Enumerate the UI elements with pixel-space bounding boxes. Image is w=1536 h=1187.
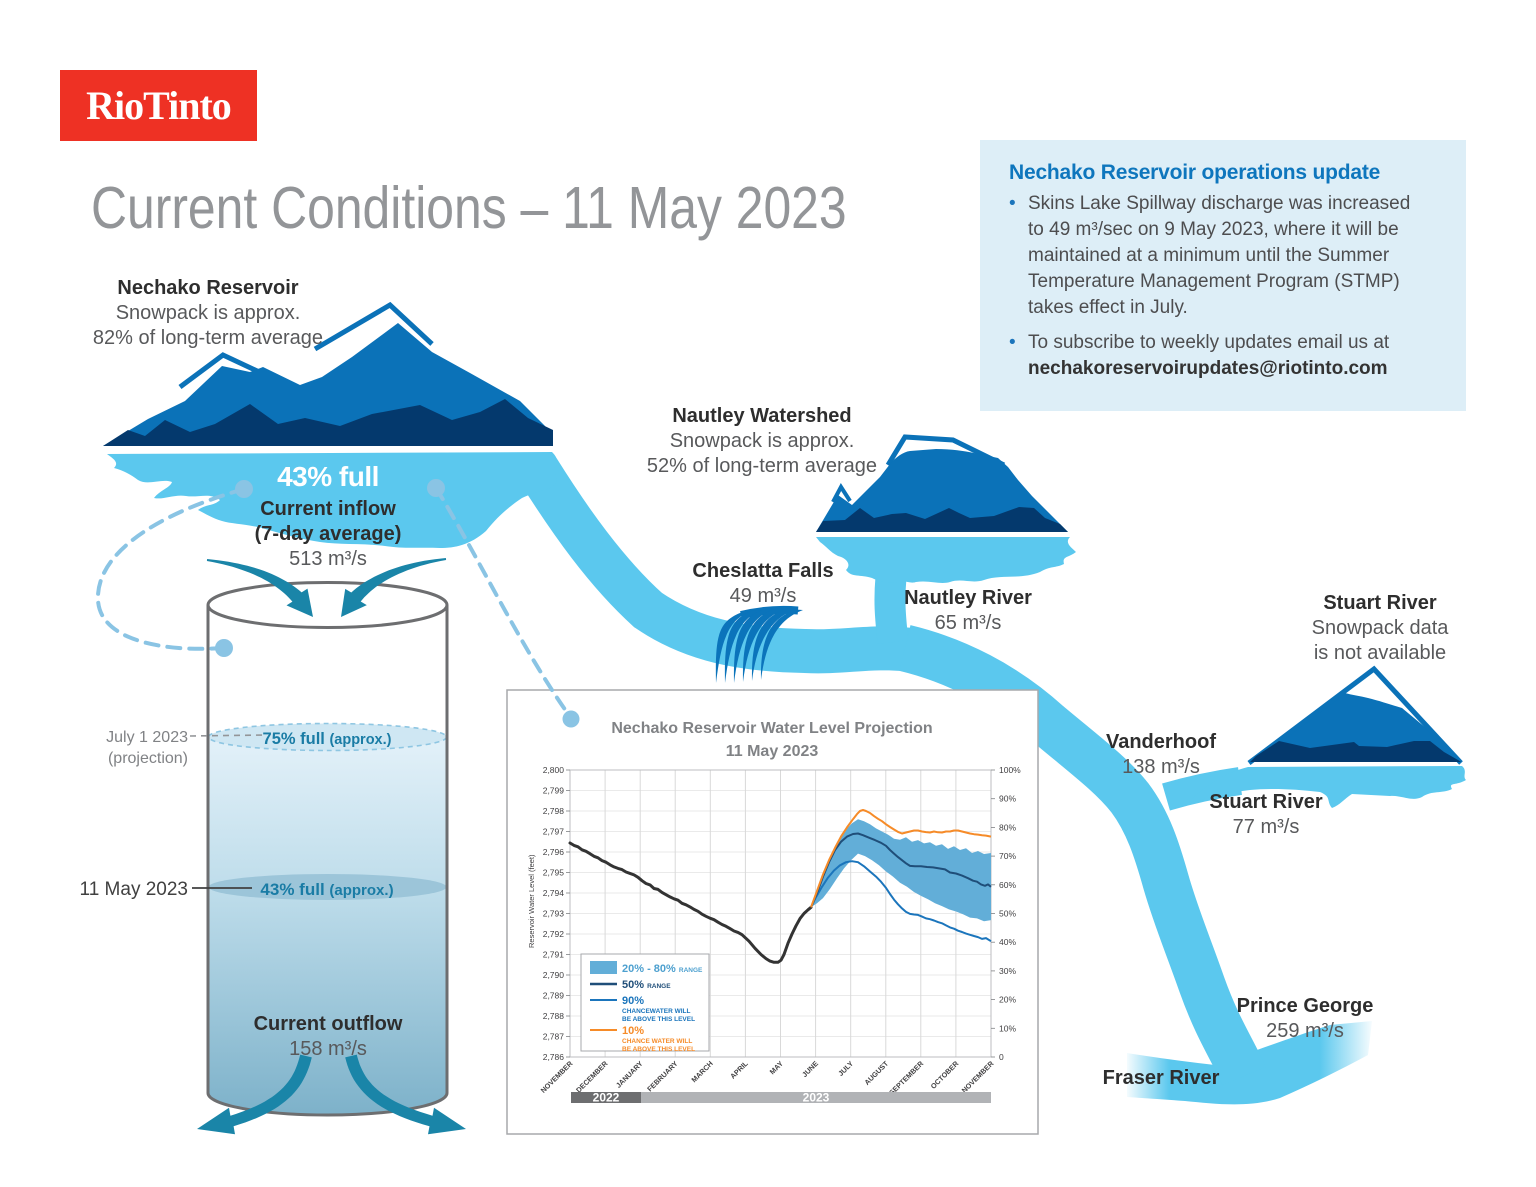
- svg-text:50%: 50%: [999, 909, 1016, 919]
- svg-text:0: 0: [999, 1052, 1004, 1062]
- svg-text:2,786: 2,786: [543, 1052, 565, 1062]
- svg-text:BE ABOVE THIS LEVEL: BE ABOVE THIS LEVEL: [622, 1016, 695, 1023]
- svg-text:CHANCEWATER WILL: CHANCEWATER WILL: [622, 1008, 691, 1015]
- svg-text:10%: 10%: [622, 1025, 644, 1037]
- svg-text:90%: 90%: [999, 794, 1016, 804]
- svg-text:2,791: 2,791: [543, 950, 565, 960]
- svg-text:2,796: 2,796: [543, 847, 565, 857]
- svg-text:2,794: 2,794: [543, 888, 565, 898]
- svg-text:Nechako Reservoir Water Level: Nechako Reservoir Water Level Projection: [611, 720, 932, 737]
- svg-text:90%: 90%: [622, 995, 644, 1007]
- svg-text:2,798: 2,798: [543, 806, 565, 816]
- svg-text:2,787: 2,787: [543, 1032, 565, 1042]
- svg-text:40%: 40%: [999, 937, 1016, 947]
- svg-text:60%: 60%: [999, 880, 1016, 890]
- svg-text:2,795: 2,795: [543, 868, 565, 878]
- svg-text:2,800: 2,800: [543, 765, 565, 775]
- svg-text:2,799: 2,799: [543, 786, 565, 796]
- svg-text:11 May 2023: 11 May 2023: [726, 743, 819, 760]
- svg-text:30%: 30%: [999, 966, 1016, 976]
- svg-text:CHANCE WATER WILL: CHANCE WATER WILL: [622, 1038, 692, 1045]
- svg-text:10%: 10%: [999, 1023, 1016, 1033]
- svg-text:BE ABOVE THIS LEVEL: BE ABOVE THIS LEVEL: [622, 1046, 695, 1053]
- svg-text:2023: 2023: [803, 1091, 830, 1105]
- svg-text:2,789: 2,789: [543, 991, 565, 1001]
- svg-text:2,790: 2,790: [543, 970, 565, 980]
- svg-text:2022: 2022: [593, 1091, 620, 1105]
- svg-text:100%: 100%: [999, 765, 1021, 775]
- svg-text:2,788: 2,788: [543, 1011, 565, 1021]
- svg-text:2,793: 2,793: [543, 909, 565, 919]
- svg-text:2,792: 2,792: [543, 929, 565, 939]
- svg-text:2,797: 2,797: [543, 827, 565, 837]
- svg-text:Reservoir Water Level (feet): Reservoir Water Level (feet): [527, 854, 536, 948]
- svg-text:80%: 80%: [999, 822, 1016, 832]
- svg-text:70%: 70%: [999, 851, 1016, 861]
- svg-text:20%: 20%: [999, 995, 1016, 1005]
